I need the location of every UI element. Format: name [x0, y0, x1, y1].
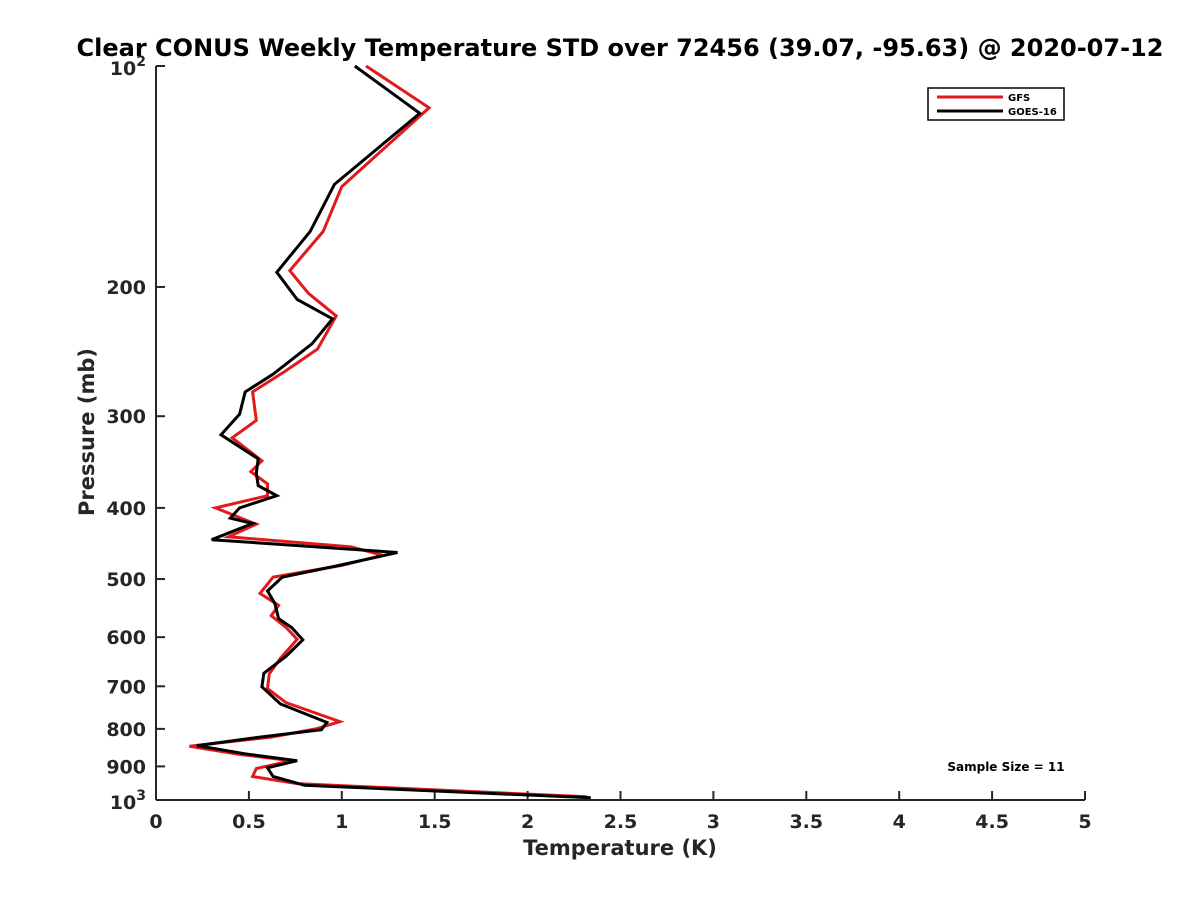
- legend: GFS GOES-16: [927, 87, 1065, 121]
- y-axis: 102 200 300 400 500 600 700 800 900 103: [106, 54, 165, 814]
- x-tick-label: 0.5: [232, 811, 266, 833]
- y-tick-label: 600: [106, 627, 146, 649]
- y-tick-label: 200: [106, 277, 146, 299]
- series-lines: [189, 64, 591, 800]
- x-axis-label: Temperature (K): [523, 836, 717, 860]
- legend-box: [927, 87, 1065, 121]
- plot-area: [155, 66, 1085, 801]
- x-tick-label: 3: [707, 811, 720, 833]
- y-tick-label: 900: [106, 756, 146, 778]
- x-tick-label: 1: [335, 811, 348, 833]
- x-tick-label: 0: [149, 811, 162, 833]
- x-tick-label: 2: [521, 811, 534, 833]
- legend-label: GOES-16: [1008, 107, 1057, 118]
- y-tick-label: 300: [106, 406, 146, 428]
- y-axis-label: Pressure (mb): [75, 348, 99, 516]
- y-tick-label: 102: [110, 54, 146, 80]
- x-tick-label: 5: [1078, 811, 1091, 833]
- legend-label: GFS: [1008, 93, 1030, 104]
- y-tick-label: 400: [106, 498, 146, 520]
- x-tick-label: 1.5: [418, 811, 452, 833]
- series-line-goes-16: [196, 64, 591, 800]
- y-tick-label: 800: [106, 719, 146, 741]
- x-tick-label: 4.5: [975, 811, 1009, 833]
- y-tick-label: 103: [110, 788, 146, 814]
- chart-title: Clear CONUS Weekly Temperature STD over …: [77, 34, 1164, 62]
- x-tick-label: 2.5: [604, 811, 638, 833]
- x-axis: 0 0.5 1 1.5 2 2.5 3 3.5 4 4.5 5: [149, 791, 1092, 833]
- y-tick-label: 500: [106, 569, 146, 591]
- series-line-gfs: [189, 64, 588, 799]
- x-tick-label: 3.5: [789, 811, 823, 833]
- x-tick-label: 4: [893, 811, 906, 833]
- y-tick-label: 700: [106, 676, 146, 698]
- sample-size-annotation: Sample Size = 11: [947, 760, 1064, 774]
